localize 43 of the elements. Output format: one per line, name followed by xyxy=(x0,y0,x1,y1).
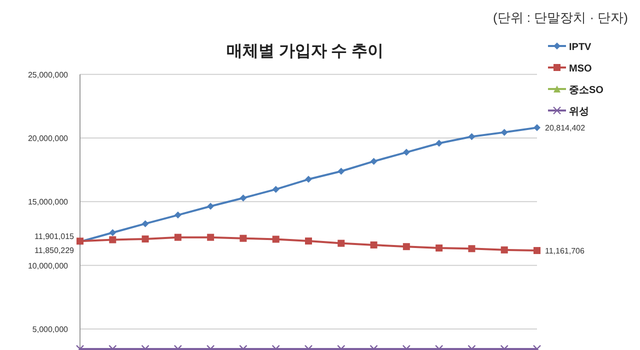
data-label: 11,850,229 xyxy=(34,246,75,255)
point xyxy=(272,236,280,243)
point xyxy=(402,148,410,156)
data-label: 11,161,706 xyxy=(545,246,585,256)
chart-title: 매체별 가입자 수 추이 xyxy=(226,43,384,60)
legend-label: 위성 xyxy=(569,106,589,118)
legend-label: IPTV xyxy=(569,42,592,53)
point xyxy=(338,168,345,175)
point xyxy=(305,238,312,245)
point xyxy=(436,244,443,252)
y-tick-label: 20,000,000 xyxy=(28,134,69,144)
data-label: 20,814,402 xyxy=(545,124,586,133)
y-tick-label: 25,000,000 xyxy=(28,70,69,80)
y-tick-label: 5,000,000 xyxy=(32,324,69,334)
point xyxy=(534,247,540,254)
point xyxy=(174,212,182,219)
point xyxy=(370,158,378,165)
point xyxy=(468,133,476,140)
point xyxy=(109,236,116,244)
text: (단위 : 단말장치 · 단자) xyxy=(492,10,628,25)
point xyxy=(468,245,476,252)
point xyxy=(240,194,247,202)
legend-label: 중소SO xyxy=(569,85,604,96)
point xyxy=(207,202,214,210)
point xyxy=(370,241,378,248)
point xyxy=(436,140,443,147)
data-label: 11,901,015 xyxy=(34,232,75,242)
legend-label: MSO xyxy=(569,64,592,74)
point xyxy=(272,186,280,193)
point xyxy=(338,240,345,247)
point xyxy=(109,229,116,236)
point xyxy=(142,235,149,242)
point xyxy=(534,124,540,132)
y-tick-label: 15,000,000 xyxy=(28,198,69,207)
point xyxy=(402,243,410,250)
point xyxy=(500,128,508,136)
point xyxy=(500,246,508,254)
point xyxy=(174,234,182,241)
point xyxy=(305,176,312,183)
point xyxy=(240,234,247,242)
point xyxy=(142,220,149,228)
point xyxy=(207,234,214,241)
y-tick-label: 10,000,000 xyxy=(28,261,69,270)
